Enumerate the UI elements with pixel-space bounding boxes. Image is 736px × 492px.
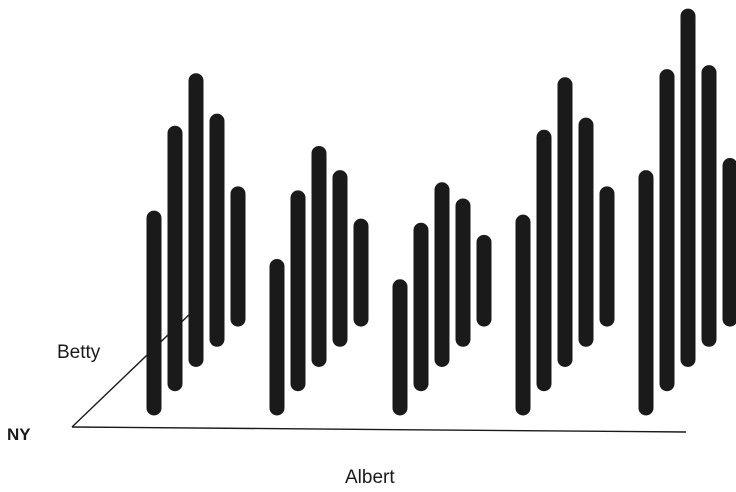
origin-label: NY bbox=[7, 425, 31, 444]
depth-axis-label: Betty bbox=[57, 342, 101, 363]
x-axis-label: Albert bbox=[345, 467, 395, 488]
x-axis-line bbox=[71, 426, 687, 433]
bar-layer bbox=[146, 8, 736, 416]
depth-axis-line bbox=[71, 309, 195, 428]
